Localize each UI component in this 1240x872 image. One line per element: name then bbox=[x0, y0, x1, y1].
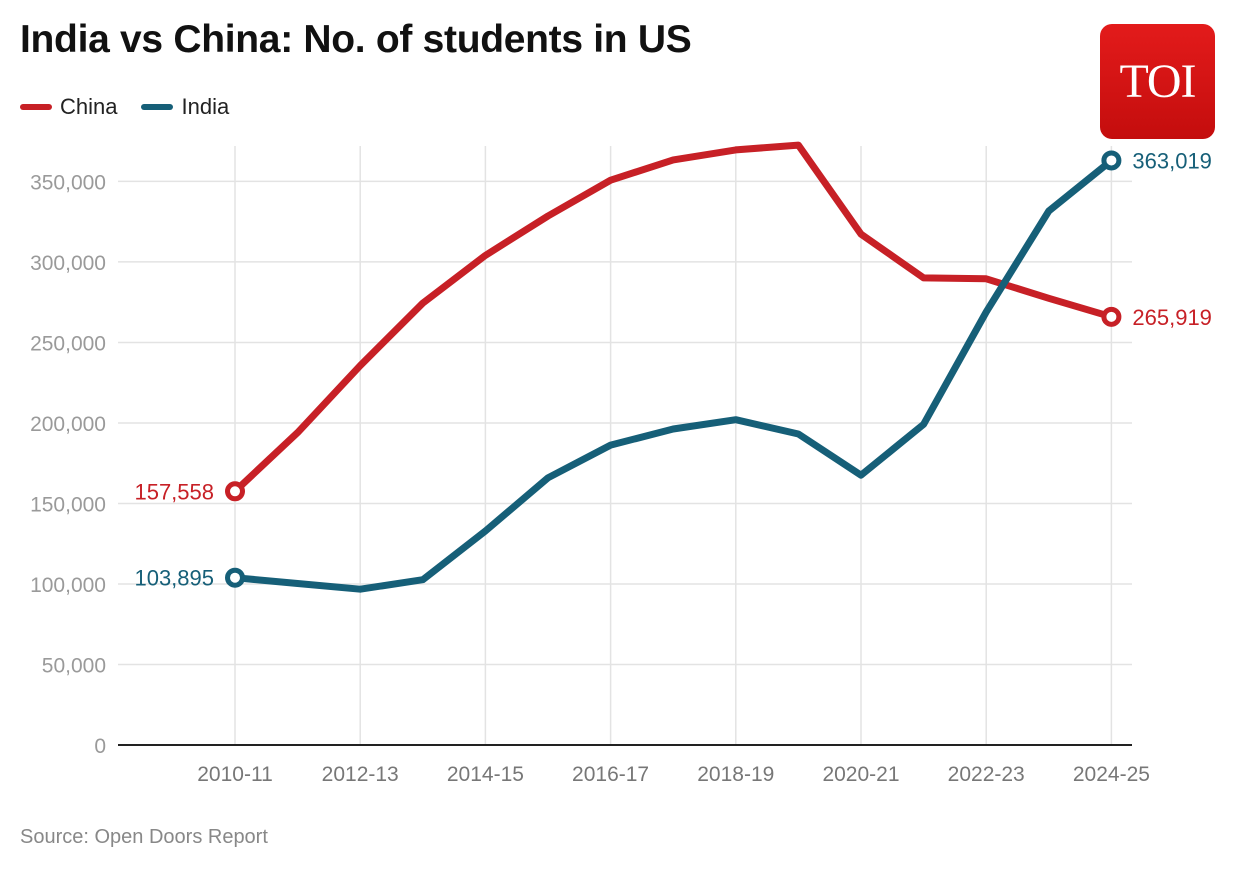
data-label-china-end: 265,919 bbox=[1132, 305, 1212, 330]
x-tick-label: 2010-11 bbox=[197, 763, 273, 786]
label-layer: 157,558 103,895 363,019 265,919 bbox=[134, 148, 1211, 590]
source-note: Source: Open Doors Report bbox=[20, 826, 268, 848]
logo-text: TOI bbox=[1119, 55, 1196, 108]
x-tick-label: 2012-13 bbox=[322, 763, 399, 786]
x-tick-label: 2024-25 bbox=[1073, 763, 1150, 786]
data-marker-china-end bbox=[1101, 306, 1122, 327]
data-label-india-end: 363,019 bbox=[1132, 148, 1212, 173]
y-tick-label: 150,000 bbox=[30, 493, 106, 516]
legend: China India bbox=[20, 94, 229, 120]
legend-item-china: China bbox=[20, 94, 117, 120]
x-tick-label: 2016-17 bbox=[572, 763, 649, 786]
legend-swatch-china bbox=[20, 104, 52, 110]
x-tick-label: 2022-23 bbox=[948, 763, 1025, 786]
legend-item-india: India bbox=[141, 94, 229, 120]
axis-layer: 0 50,000 100,000 150,000 200,000 250,000 300,0… bbox=[30, 171, 1150, 786]
y-tick-label: 350,000 bbox=[30, 171, 106, 194]
legend-label-india: India bbox=[181, 94, 230, 119]
chart-title: India vs China: No. of students in US bbox=[20, 18, 692, 61]
series-line-china bbox=[231, 141, 1115, 495]
y-tick-label: 200,000 bbox=[30, 413, 106, 436]
legend-label-china: China bbox=[60, 94, 118, 119]
x-tick-label: 2014-15 bbox=[447, 763, 524, 786]
y-tick-label: 50,000 bbox=[42, 654, 106, 677]
data-marker-india-end bbox=[1101, 150, 1122, 171]
y-tick-label: 0 bbox=[94, 735, 106, 758]
series-layer bbox=[231, 141, 1115, 593]
grid-layer bbox=[118, 146, 1132, 745]
data-label-china-start: 157,558 bbox=[134, 479, 214, 504]
data-marker-india-start bbox=[225, 567, 245, 588]
data-marker-china-start bbox=[225, 481, 245, 502]
data-label-india-start: 103,895 bbox=[134, 566, 214, 591]
y-tick-label: 100,000 bbox=[30, 574, 106, 597]
y-tick-label: 300,000 bbox=[30, 252, 106, 275]
series-line-india bbox=[231, 157, 1115, 593]
legend-swatch-india bbox=[141, 104, 174, 110]
x-tick-label: 2020-21 bbox=[822, 763, 899, 786]
x-tick-label: 2018-19 bbox=[697, 763, 774, 786]
y-tick-label: 250,000 bbox=[30, 332, 106, 355]
toi-logo: TOI bbox=[1100, 24, 1215, 139]
